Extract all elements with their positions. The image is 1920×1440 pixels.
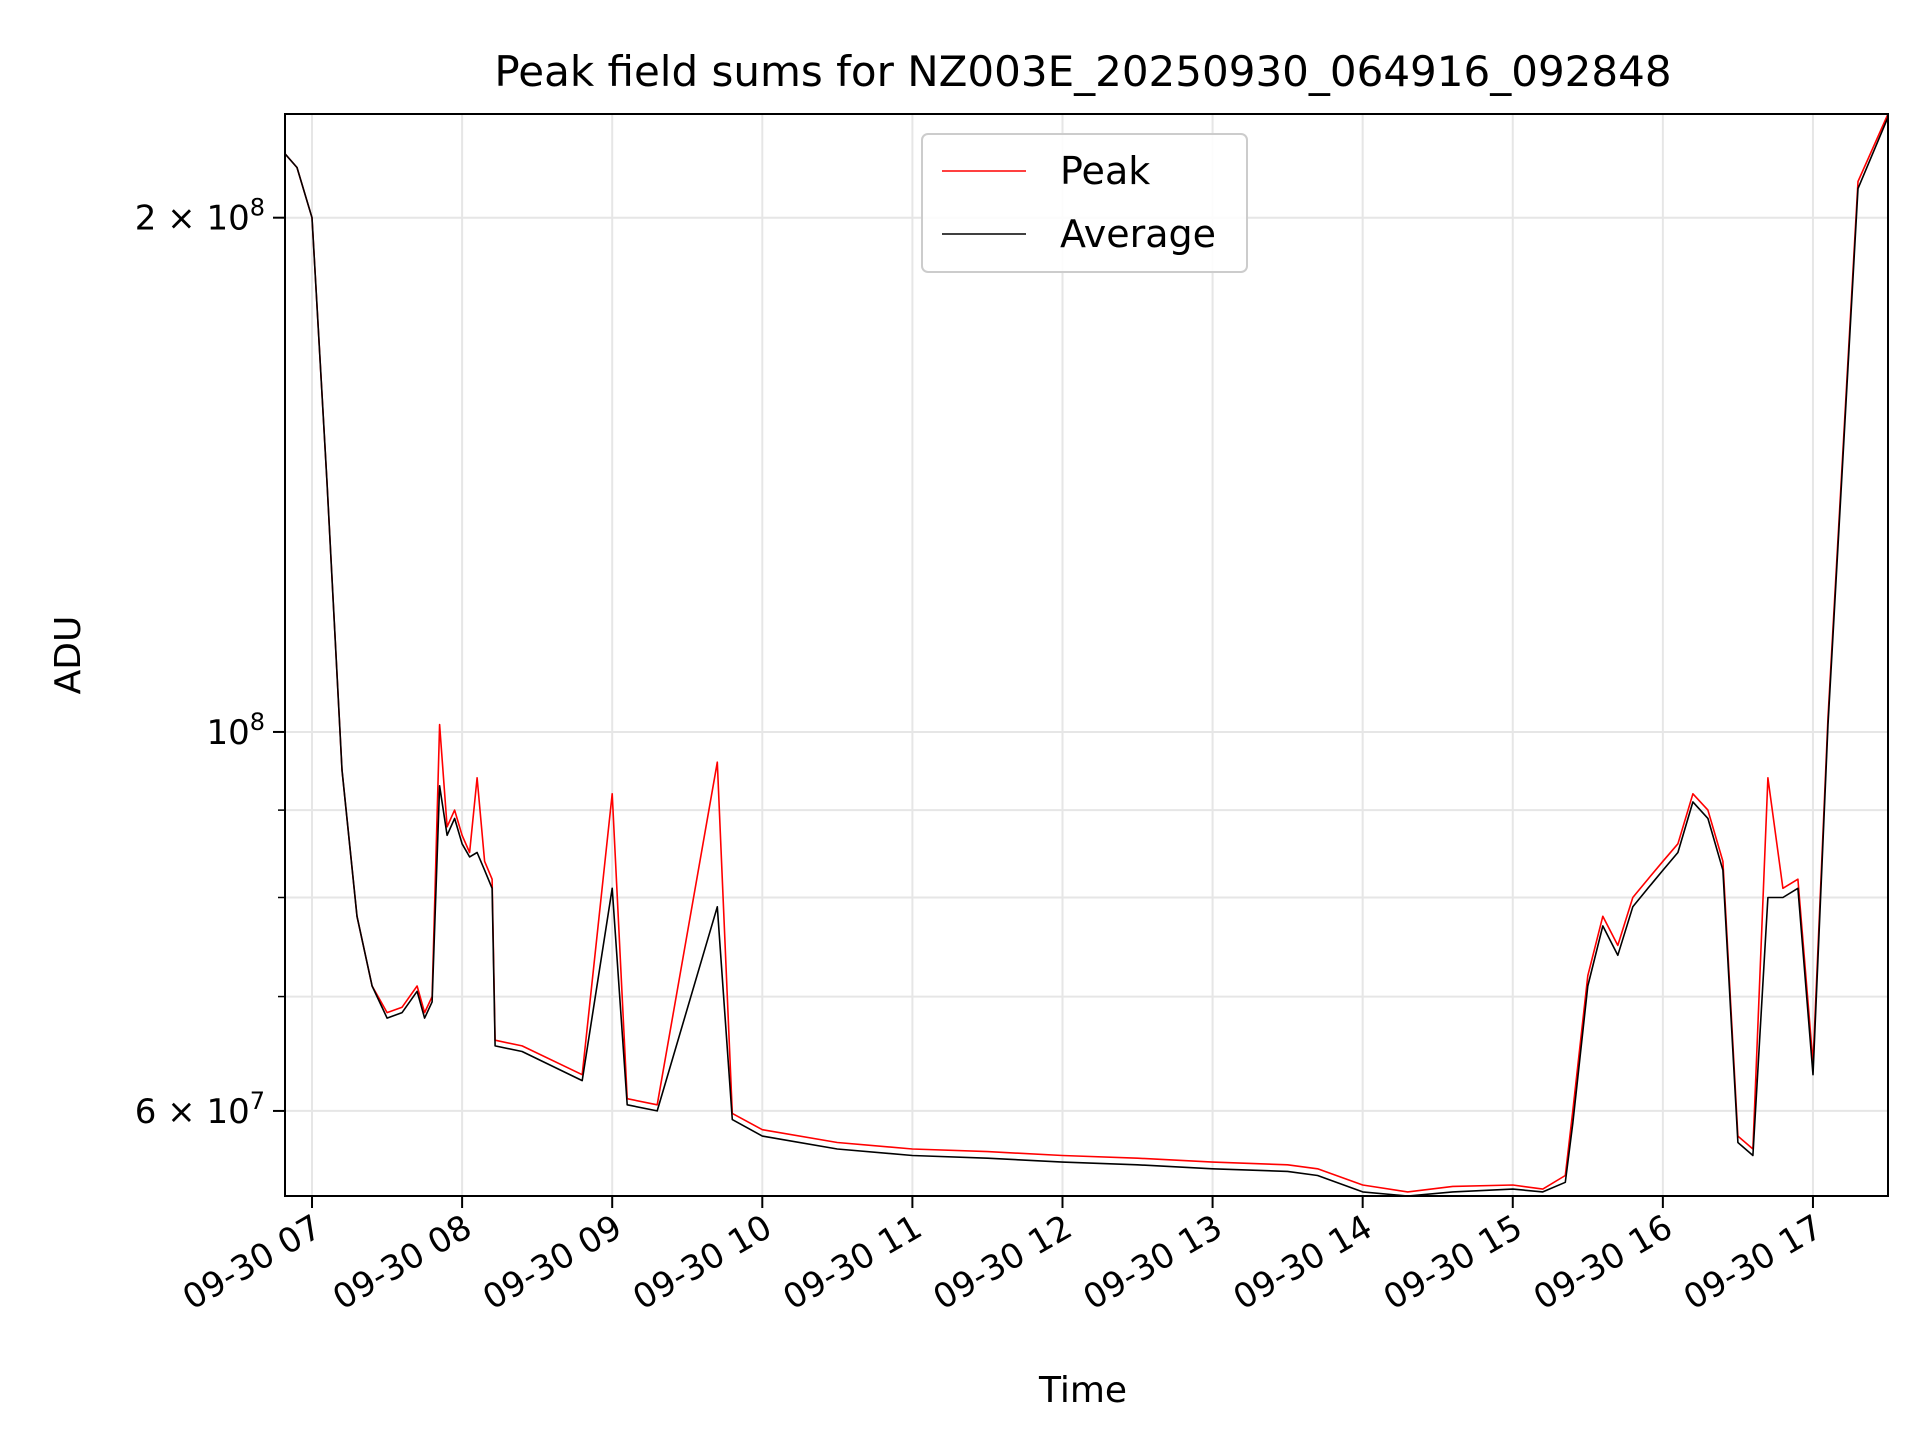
y-axis-label: ADU [48,616,89,695]
y-tick-label: 108 [206,708,265,753]
chart-title: Peak field sums for NZ003E_20250930_0649… [494,47,1671,96]
plot-area-frame [284,113,1889,1197]
series-line-average [285,116,1888,1196]
series-lines [285,114,1888,1196]
legend-label-peak: Peak [1060,149,1150,193]
legend: Peak Average [921,133,1248,273]
series-line-peak [285,114,1888,1193]
x-axis-label: Time [1038,1370,1127,1411]
y-tick-label: 2 × 108 [135,194,265,239]
legend-label-average: Average [1060,212,1216,256]
y-tick-label: 6 × 107 [135,1087,265,1132]
legend-box [921,133,1248,273]
